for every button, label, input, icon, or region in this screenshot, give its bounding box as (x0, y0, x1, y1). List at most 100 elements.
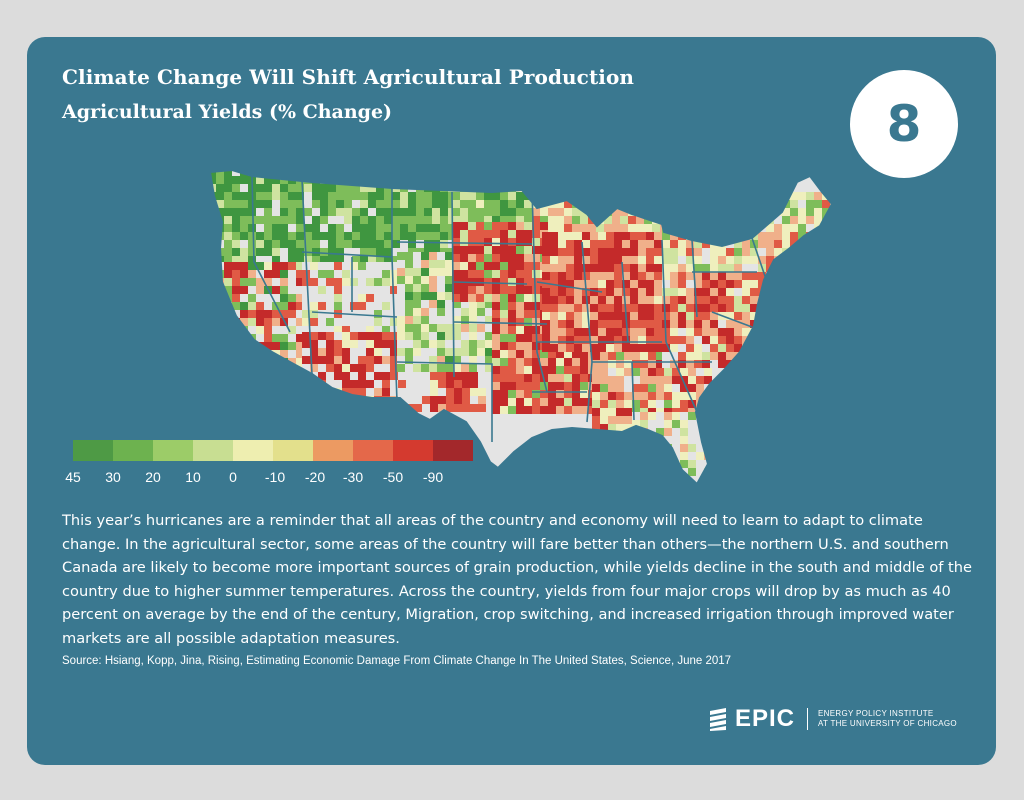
map-county-cell (232, 350, 240, 358)
map-county-cell (318, 364, 326, 372)
map-county-cell (686, 272, 694, 280)
map-county-cell (318, 326, 326, 334)
map-county-cell (662, 304, 670, 312)
map-county-cell (352, 152, 360, 160)
map-county-cell (656, 376, 664, 384)
map-county-cell (758, 328, 766, 336)
map-county-cell (678, 200, 686, 208)
logo-wordmark: EPIC (735, 705, 796, 732)
map-county-cell (376, 232, 384, 240)
map-county-cell (564, 200, 572, 208)
map-county-cell (302, 270, 310, 278)
map-county-cell (454, 404, 462, 412)
map-county-cell (264, 366, 272, 374)
map-county-cell (344, 184, 352, 192)
map-county-cell (352, 170, 360, 176)
map-county-cell (624, 376, 632, 384)
map-county-cell (648, 392, 656, 400)
map-county-cell (224, 240, 232, 248)
map-county-cell (334, 286, 342, 294)
map-county-cell (344, 192, 352, 200)
map-county-cell (750, 360, 758, 368)
map-county-cell (272, 184, 280, 192)
map-county-cell (664, 384, 672, 392)
map-county-cell (358, 404, 366, 412)
map-county-cell (564, 390, 572, 398)
map-county-cell (630, 344, 638, 352)
map-county-cell (492, 152, 500, 160)
map-county-cell (734, 200, 742, 208)
map-county-cell (328, 160, 336, 168)
map-county-cell (672, 384, 680, 392)
map-county-cell (620, 224, 628, 232)
map-county-cell (670, 312, 678, 320)
map-county-cell (500, 246, 508, 254)
map-county-cell (432, 152, 440, 160)
map-county-cell (232, 294, 240, 302)
map-county-cell (580, 398, 588, 406)
map-county-cell (232, 270, 240, 278)
map-county-cell (312, 152, 320, 160)
map-county-cell (334, 326, 342, 334)
map-county-cell (616, 368, 624, 376)
map-county-cell (750, 288, 758, 296)
map-county-cell (592, 368, 600, 376)
map-county-cell (358, 364, 366, 372)
map-county-cell (608, 384, 616, 392)
map-county-cell (296, 302, 304, 310)
map-county-cell (216, 310, 224, 318)
map-county-cell (686, 336, 694, 344)
map-county-cell (598, 312, 606, 320)
map-county-cell (484, 254, 492, 262)
map-county-cell (240, 286, 248, 294)
map-county-cell (350, 294, 358, 302)
map-county-cell (296, 310, 304, 318)
map-county-cell (688, 392, 696, 400)
map-county-cell (686, 256, 694, 264)
map-county-cell (432, 200, 440, 208)
map-county-cell (542, 336, 550, 344)
map-county-cell (508, 160, 516, 168)
map-county-cell (742, 224, 750, 232)
map-county-cell (564, 382, 572, 390)
map-county-cell (256, 232, 264, 240)
map-county-cell (336, 232, 344, 240)
map-county-cell (574, 232, 582, 240)
map-county-cell (224, 342, 232, 350)
map-county-cell (397, 268, 405, 276)
map-county-cell (622, 240, 630, 248)
map-county-cell (790, 216, 798, 224)
map-county-cell (672, 444, 680, 452)
map-county-cell (598, 336, 606, 344)
map-county-cell (598, 256, 606, 264)
map-county-cell (600, 376, 608, 384)
map-county-cell (596, 224, 604, 232)
map-county-cell (397, 284, 405, 292)
map-county-cell (606, 320, 614, 328)
map-county-cell (648, 400, 656, 408)
map-county-cell (734, 208, 742, 216)
map-county-cell (318, 302, 326, 310)
map-county-cell (224, 256, 232, 264)
map-county-cell (532, 254, 540, 262)
map-county-cell (710, 208, 718, 216)
map-county-cell (612, 216, 620, 224)
map-county-cell (312, 170, 320, 176)
map-county-cell (548, 366, 556, 374)
map-county-cell (548, 216, 556, 224)
map-county-cell (460, 230, 468, 238)
map-county-cell (192, 256, 200, 264)
map-county-cell (437, 364, 445, 372)
map-county-cell (694, 352, 702, 360)
map-county-cell (248, 256, 256, 264)
map-county-cell (288, 192, 296, 200)
map-county-cell (710, 336, 718, 344)
map-county-cell (814, 248, 822, 256)
map-county-cell (468, 200, 476, 208)
map-county-cell (440, 224, 448, 232)
map-county-cell (452, 176, 460, 184)
map-county-cell (344, 256, 352, 264)
map-county-cell (710, 264, 718, 272)
map-county-cell (424, 224, 432, 232)
map-county-cell (600, 352, 608, 360)
